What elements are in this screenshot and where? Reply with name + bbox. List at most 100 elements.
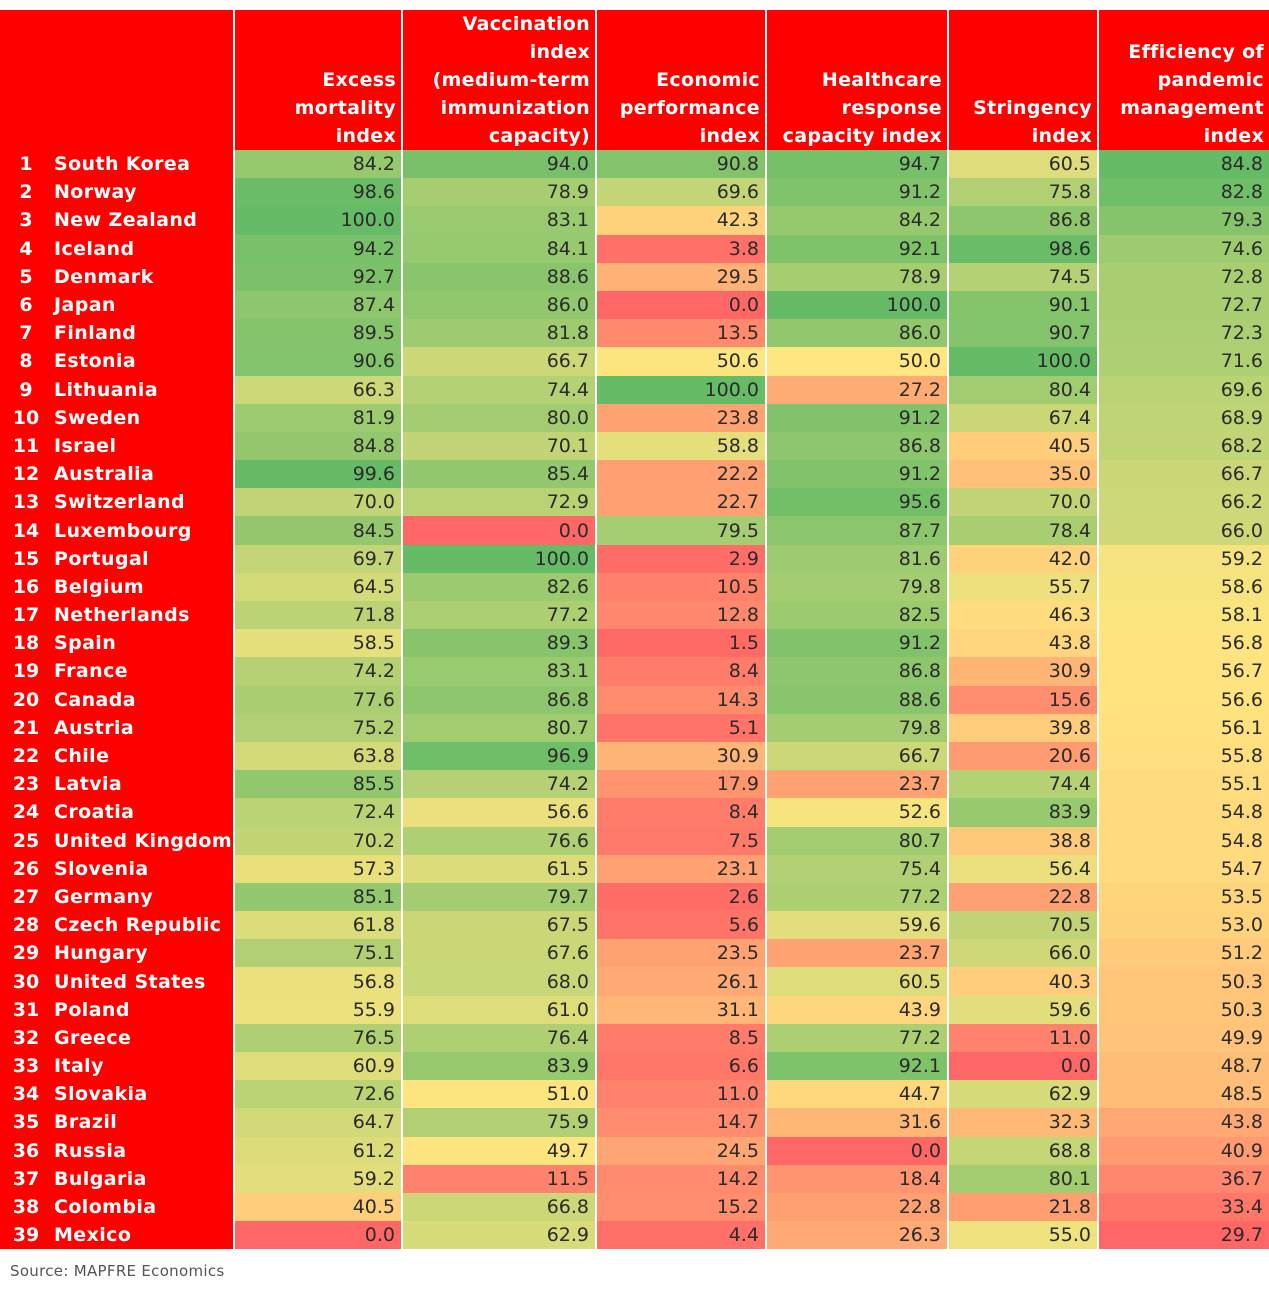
heatmap-cell: 78.9: [401, 178, 596, 207]
heatmap-cell: 0.0: [947, 1052, 1098, 1081]
heatmap-cell: 70.5: [947, 911, 1098, 940]
table-row: 23 Latvia 85.5 74.2 17.9 23.7 74.4 55.1: [0, 770, 1269, 799]
heatmap-cell: 5.1: [595, 713, 766, 742]
heatmap-cell: 79.8: [765, 572, 948, 601]
rank-cell: 35: [0, 1108, 52, 1137]
heatmap-cell: 0.0: [233, 1221, 402, 1250]
country-cell: Croatia: [52, 798, 234, 827]
heatmap-cell: 66.3: [233, 375, 402, 404]
heatmap-cell: 50.3: [1097, 967, 1269, 996]
rank-cell: 39: [0, 1221, 52, 1250]
heatmap-cell: 74.5: [947, 262, 1098, 291]
table-row: 22 Chile 63.8 96.9 30.9 66.7 20.6 55.8: [0, 741, 1269, 771]
country-cell: Greece: [52, 1023, 234, 1052]
heatmap-cell: 81.6: [765, 544, 948, 573]
rank-cell: 15: [0, 544, 52, 573]
rank-cell: 33: [0, 1052, 52, 1081]
country-cell: Colombia: [52, 1192, 234, 1222]
heatmap-cell: 69.6: [595, 178, 766, 207]
rank-cell: 21: [0, 713, 52, 742]
heatmap-cell: 58.6: [1097, 572, 1269, 601]
heatmap-cell: 14.7: [595, 1108, 766, 1137]
heatmap-cell: 59.2: [233, 1164, 402, 1193]
heatmap-cell: 11.0: [595, 1080, 766, 1109]
heatmap-cell: 100.0: [233, 206, 402, 235]
country-cell: Australia: [52, 460, 234, 489]
table-row: 21 Austria 75.2 80.7 5.1 79.8 39.8 56.1: [0, 713, 1269, 742]
heatmap-cell: 84.2: [765, 206, 948, 235]
heatmap-cell: 22.8: [765, 1192, 948, 1222]
heatmap-cell: 68.0: [401, 967, 596, 996]
heatmap-cell: 94.2: [233, 234, 402, 263]
heatmap-cell: 66.7: [765, 741, 948, 771]
heatmap-cell: 53.5: [1097, 882, 1269, 912]
heatmap-cell: 72.9: [401, 488, 596, 517]
heatmap-cell: 89.3: [401, 629, 596, 658]
heatmap-cell: 61.2: [233, 1136, 402, 1165]
heatmap-cell: 70.0: [947, 488, 1098, 517]
header-row: Excess mortality index Vaccination index…: [0, 10, 1269, 150]
heatmap-cell: 79.5: [595, 516, 766, 545]
rank-cell: 7: [0, 319, 52, 348]
country-cell: Chile: [52, 741, 234, 771]
country-cell: Japan: [52, 290, 234, 320]
heatmap-cell: 56.4: [947, 854, 1098, 883]
heatmap-cell: 59.6: [765, 911, 948, 940]
heatmap-cell: 84.2: [233, 150, 402, 179]
heatmap-cell: 86.8: [401, 685, 596, 714]
heatmap-cell: 72.6: [233, 1080, 402, 1109]
heatmap-cell: 98.6: [947, 234, 1098, 263]
rank-cell: 6: [0, 290, 52, 320]
heatmap-cell: 52.6: [765, 798, 948, 827]
heatmap-cell: 22.7: [595, 488, 766, 517]
heatmap-cell: 40.5: [947, 431, 1098, 461]
country-cell: New Zealand: [52, 206, 234, 235]
heatmap-cell: 11.5: [401, 1164, 596, 1193]
heatmap-cell: 87.4: [233, 290, 402, 320]
country-cell: Estonia: [52, 347, 234, 376]
heatmap-cell: 61.0: [401, 995, 596, 1024]
heatmap-cell: 18.4: [765, 1164, 948, 1193]
heatmap-cell: 15.2: [595, 1192, 766, 1222]
heatmap-cell: 91.2: [765, 178, 948, 207]
heatmap-cell: 67.6: [401, 939, 596, 968]
country-cell: Hungary: [52, 939, 234, 968]
country-cell: South Korea: [52, 150, 234, 179]
country-cell: Mexico: [52, 1221, 234, 1250]
heatmap-cell: 80.0: [401, 403, 596, 432]
table-row: 19 France 74.2 83.1 8.4 86.8 30.9 56.7: [0, 657, 1269, 686]
heatmap-cell: 79.8: [765, 713, 948, 742]
rank-cell: 18: [0, 629, 52, 658]
heatmap-cell: 56.6: [1097, 685, 1269, 714]
heatmap-cell: 84.5: [233, 516, 402, 545]
heatmap-cell: 42.3: [595, 206, 766, 235]
heatmap-cell: 43.8: [947, 629, 1098, 658]
country-cell: Finland: [52, 319, 234, 348]
heatmap-cell: 90.8: [595, 150, 766, 179]
heatmap-cell: 49.9: [1097, 1023, 1269, 1052]
heatmap-cell: 6.6: [595, 1052, 766, 1081]
heatmap-cell: 75.8: [947, 178, 1098, 207]
table-row: 4 Iceland 94.2 84.1 3.8 92.1 98.6 74.6: [0, 234, 1269, 263]
table-row: 14 Luxembourg 84.5 0.0 79.5 87.7 78.4 66.0: [0, 516, 1269, 545]
heatmap-cell: 39.8: [947, 713, 1098, 742]
country-cell: Portugal: [52, 544, 234, 573]
country-cell: Switzerland: [52, 488, 234, 517]
heatmap-cell: 29.5: [595, 262, 766, 291]
heatmap-cell: 86.0: [765, 319, 948, 348]
heatmap-cell: 100.0: [595, 375, 766, 404]
heatmap-cell: 72.4: [233, 798, 402, 827]
heatmap-cell: 43.9: [765, 995, 948, 1024]
table-row: 1 South Korea 84.2 94.0 90.8 94.7 60.5 84.8: [0, 150, 1269, 179]
heatmap-cell: 70.1: [401, 431, 596, 461]
heatmap-cell: 68.8: [947, 1136, 1098, 1165]
table-row: 5 Denmark 92.7 88.6 29.5 78.9 74.5 72.8: [0, 262, 1269, 291]
heatmap-cell: 46.3: [947, 601, 1098, 630]
heatmap-cell: 82.5: [765, 601, 948, 630]
table-row: 10 Sweden 81.9 80.0 23.8 91.2 67.4 68.9: [0, 403, 1269, 432]
rank-cell: 3: [0, 206, 52, 235]
country-cell: Sweden: [52, 403, 234, 432]
heatmap-cell: 58.8: [595, 431, 766, 461]
heatmap-cell: 100.0: [401, 544, 596, 573]
heatmap-cell: 13.5: [595, 319, 766, 348]
